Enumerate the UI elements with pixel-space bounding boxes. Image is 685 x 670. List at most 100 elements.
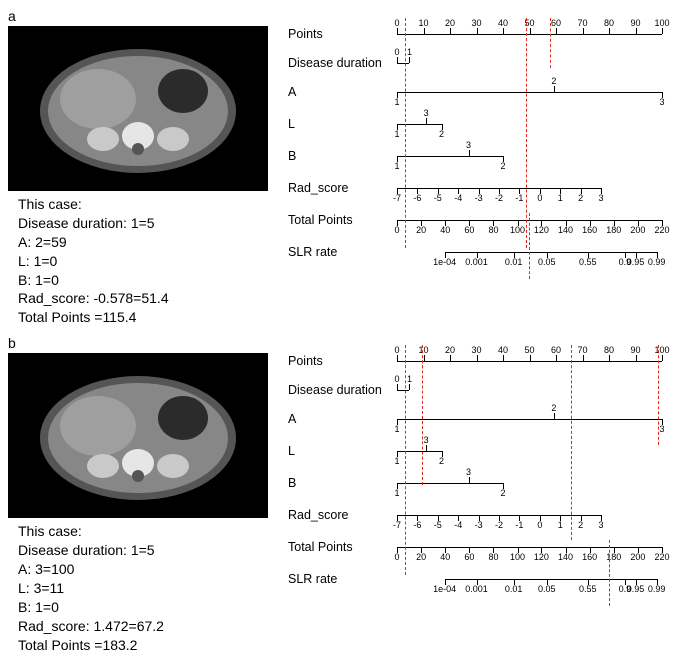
tick-label: 3 [466,467,471,477]
nomo-row-rad_score: Rad_score-7-6-5-4-3-2-10123 [288,172,668,204]
tick-label: -4 [454,520,462,530]
tick-label: 220 [654,552,669,562]
row-label: Total Points [288,540,397,554]
row-label: SLR rate [288,572,397,586]
tick-label: 100 [654,345,669,355]
tick-label: 90 [630,18,640,28]
tick-label: -5 [434,193,442,203]
nomogram-marker [658,345,659,445]
tick-label: 0.01 [505,257,523,267]
case-line: Total Points =115.4 [18,308,288,327]
tick-label: 180 [606,225,621,235]
tick-label: -2 [495,193,503,203]
tick-label: 2 [578,193,583,203]
case-line: L: 1=0 [18,252,288,271]
tick-label: 140 [558,552,573,562]
row-label: Total Points [288,213,397,227]
nomo-row-b: B132 [288,140,668,172]
case-line: Rad_score: 1.472=67.2 [18,617,288,636]
tick-label: 3 [599,193,604,203]
panel-label: b [8,335,288,351]
tick-label: 20 [416,552,426,562]
tick-label: 3 [424,108,429,118]
nomogram: Points0102030405060708090100Disease dura… [288,345,668,595]
row-label: Points [288,27,397,41]
nomo-row-points: Points0102030405060708090100 [288,18,668,50]
case-line: A: 2=59 [18,233,288,252]
row-label: SLR rate [288,245,397,259]
tick-label: 50 [524,345,534,355]
tick-label: 1 [407,374,412,384]
tick-label: 200 [630,552,645,562]
case-line: B: 1=0 [18,598,288,617]
tick-label: 40 [440,225,450,235]
tick-label: 3 [466,140,471,150]
nomogram-marker [550,18,551,68]
tick-label: 1 [558,193,563,203]
nomogram-marker [609,540,610,606]
tick-label: 40 [440,552,450,562]
tick-label: 40 [498,345,508,355]
nomogram-marker [526,18,527,248]
tick-label: 80 [488,225,498,235]
case-line: B: 1=0 [18,271,288,290]
tick-label: 2 [439,456,444,466]
tick-label: 60 [551,345,561,355]
tick-label: 1 [394,97,399,107]
tick-label: 0.55 [579,257,597,267]
tick-label: 20 [445,18,455,28]
case-line: Disease duration: 1=5 [18,541,288,560]
nomo-row-rad_score: Rad_score-7-6-5-4-3-2-10123 [288,499,668,531]
tick-label: 2 [578,520,583,530]
nomo-row-disease-duration: Disease duration01 [288,50,668,76]
tick-label: 80 [604,345,614,355]
tick-label: 70 [577,18,587,28]
tick-label: 0.001 [465,257,488,267]
tick-label: 60 [464,552,474,562]
tick-label: 1 [394,424,399,434]
tick-label: 0.99 [648,257,666,267]
tick-label: 1 [558,520,563,530]
case-line: Total Points =183.2 [18,636,288,655]
tick-label: -6 [413,520,421,530]
tick-label: 2 [500,161,505,171]
nomo-row-slr-rate: SLR rate1e-040.0010.010.050.550.90.950.9… [288,236,668,268]
tick-label: 3 [424,435,429,445]
row-label: Disease duration [288,383,397,397]
row-label: Rad_score [288,181,397,195]
tick-label: 2 [551,76,556,86]
tick-label: 70 [577,345,587,355]
nomo-row-points: Points0102030405060708090100 [288,345,668,377]
ct-image [8,353,268,518]
nomo-row-total-points: Total Points0204060801001201401601802002… [288,204,668,236]
tick-label: 60 [464,225,474,235]
row-label: A [288,412,397,426]
tick-label: -2 [495,520,503,530]
tick-label: 0 [394,374,399,384]
tick-label: 20 [445,345,455,355]
ct-slice [23,358,253,513]
tick-label: -4 [454,193,462,203]
tick-label: -3 [475,520,483,530]
tick-label: -1 [515,520,523,530]
nomo-row-b: B132 [288,467,668,499]
ct-slice [23,31,253,186]
panel-b: b This case:Disease duration: 1=5A: 3=10… [8,335,677,654]
tick-label: 1 [394,456,399,466]
tick-label: -7 [393,520,401,530]
tick-label: -1 [515,193,523,203]
nomogram: Points0102030405060708090100Disease dura… [288,18,668,268]
tick-label: 100 [510,225,525,235]
tick-label: 20 [416,225,426,235]
row-label: A [288,85,397,99]
ct-image [8,26,268,191]
case-line: A: 3=100 [18,560,288,579]
tick-label: 100 [510,552,525,562]
tick-label: 2 [439,129,444,139]
tick-label: -6 [413,193,421,203]
tick-label: 0.001 [465,584,488,594]
tick-label: 30 [471,18,481,28]
tick-label: 100 [654,18,669,28]
tick-label: 1 [394,129,399,139]
row-label: B [288,476,397,490]
